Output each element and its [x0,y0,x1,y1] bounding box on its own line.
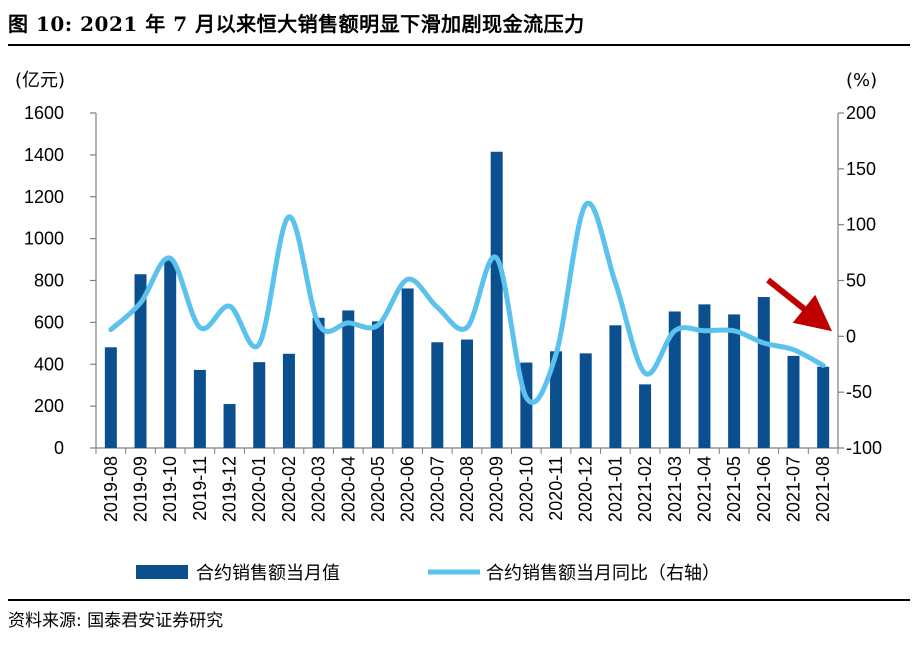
left-tick-label: 1400 [24,145,64,165]
bar-2020-08 [461,339,473,448]
x-tick-label: 2019-10 [160,456,180,522]
bar-2019-12 [223,404,236,448]
x-tick-label: 2020-01 [249,456,269,522]
legend-bar-label: 合约销售额当月值 [196,563,340,584]
left-tick-label: 0 [54,438,64,458]
left-tick-label: 1600 [24,103,64,123]
yoy-line [108,200,826,406]
x-tick-label: 2021-07 [783,456,803,522]
bar-2020-07 [431,342,444,448]
x-tick-label: 2019-11 [190,456,210,521]
x-tick-label: 2019-12 [220,456,240,522]
bar-series [104,151,830,448]
x-tick-label: 2020-07 [427,456,447,522]
decline-arrow [766,277,833,332]
x-tick-label: 2021-04 [694,456,714,522]
x-tick-label: 2021-08 [813,456,833,522]
bar-2020-02 [282,353,295,448]
bar-2021-03 [668,311,681,448]
bar-2021-08 [817,366,830,448]
right-tick-label: 100 [846,215,876,235]
x-tick-label: 2020-09 [487,456,507,522]
right-tick-label: 200 [846,103,876,123]
x-tick-label: 2020-03 [309,456,329,522]
x-tick-label: 2019-08 [101,456,121,522]
bar-2021-04 [698,304,711,448]
bar-2019-11 [193,369,206,448]
title-rule [8,44,910,46]
left-tick-label: 200 [34,396,64,416]
x-tick-label: 2020-05 [368,456,388,522]
bar-2021-01 [609,325,622,448]
bar-2020-04 [342,310,355,448]
bar-2020-03 [312,317,325,448]
bar-2019-09 [134,274,147,448]
right-tick-label: 150 [846,159,876,179]
bar-2020-09 [490,151,503,448]
legend-bar-swatch [136,565,188,579]
x-tick-label: 2021-01 [605,456,625,522]
chart-title: 图 10: 2021 年 7 月以来恒大销售额明显下滑加剧现金流压力 [8,12,585,36]
right-axis-unit: (%) [846,70,877,91]
x-tick-label: 2021-06 [754,456,774,522]
x-tick-labels: 2019-08 2019-09 2019-10 2019-11 2019-12 2020-… [95,448,839,522]
bar-2020-01 [253,362,266,448]
axes: 0 200 400 600 800 1000 1200 1400 1600 -100 -50 0 50 1… [24,103,882,458]
bar-2020-11 [550,351,563,448]
x-tick-label: 2020-06 [398,456,418,522]
left-axis-unit: (亿元) [15,70,65,91]
x-tick-label: 2020-04 [338,456,358,522]
right-tick-label: -100 [846,438,882,458]
combo-chart: (亿元) (%) 02004006008001000120014001600-1… [15,70,882,584]
bar-2020-06 [401,288,414,448]
bar-2019-10 [164,260,177,448]
bar-2021-05 [728,314,741,448]
bar-2019-08 [104,347,117,448]
bar-2021-07 [787,355,800,448]
x-tick-label: 2021-05 [724,456,744,522]
x-tick-label: 2020-12 [576,456,596,522]
line-series [108,200,826,406]
bar-2021-06 [757,297,770,448]
legend-line-label: 合约销售额当月同比（右轴） [486,563,720,584]
bar-2021-02 [639,384,652,448]
right-tick-label: 50 [846,271,866,291]
x-tick-label: 2021-02 [635,456,655,522]
x-tick-label: 2020-10 [516,456,536,522]
left-tick-label: 1200 [24,187,64,207]
left-tick-label: 1000 [24,229,64,249]
left-tick-label: 800 [34,271,64,291]
x-tick-label: 2020-11 [546,456,566,521]
source-rule [8,599,910,601]
x-tick-label: 2019-09 [131,456,151,522]
x-tick-label: 2020-02 [279,456,299,522]
legend: 合约销售额当月值 合约销售额当月同比（右轴） [136,563,720,584]
bar-2020-12 [579,353,592,448]
bar-2020-05 [371,321,384,448]
right-tick-label: 0 [846,326,856,346]
left-tick-label: 400 [34,354,64,374]
x-tick-label: 2020-08 [457,456,477,522]
x-tick-label: 2021-03 [665,456,685,522]
source-note: 资料来源: 国泰君安证券研究 [8,611,224,631]
right-tick-label: -50 [846,382,872,402]
left-tick-label: 600 [34,312,64,332]
